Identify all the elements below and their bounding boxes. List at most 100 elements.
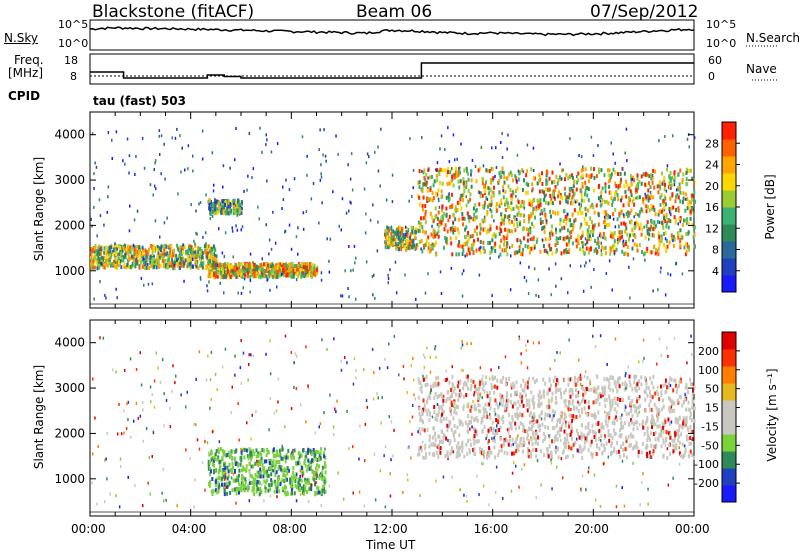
data-cell: [478, 385, 481, 389]
data-cell: [438, 434, 441, 439]
data-cell: [307, 477, 310, 482]
data-cell: [581, 182, 584, 186]
noise-cell: [581, 235, 583, 239]
data-cell: [124, 255, 127, 260]
data-cell: [402, 236, 405, 241]
data-cell: [677, 206, 680, 211]
data-cell: [649, 394, 652, 398]
data-cell: [313, 477, 316, 482]
data-cell: [555, 227, 557, 232]
data-cell: [662, 429, 665, 434]
data-cell: [527, 447, 529, 452]
data-cell: [587, 421, 590, 426]
data-cell: [418, 228, 421, 233]
data-cell: [588, 225, 591, 229]
noise-cell: [372, 203, 374, 207]
data-cell: [586, 228, 589, 233]
noise-cell: [329, 237, 332, 241]
data-cell: [510, 383, 513, 388]
data-cell: [244, 477, 247, 482]
data-cell: [387, 242, 390, 247]
data-cell: [518, 171, 521, 176]
data-cell: [629, 233, 631, 238]
data-cell: [555, 378, 558, 383]
data-cell: [646, 393, 649, 398]
data-cell: [230, 470, 233, 474]
data-cell: [435, 413, 438, 418]
data-cell: [314, 482, 316, 487]
noise-cell: [199, 277, 202, 281]
data-cell: [394, 237, 397, 242]
data-cell: [217, 447, 220, 452]
data-cell: [610, 172, 613, 177]
data-cell: [421, 189, 424, 194]
noise-cell: [347, 287, 349, 290]
noise-cell: [155, 187, 157, 191]
noise-cell: [223, 255, 226, 259]
noise-cell: [111, 138, 113, 142]
data-cell: [629, 189, 632, 194]
data-cell: [522, 204, 525, 209]
data-cell: [691, 207, 694, 212]
data-cell: [604, 217, 607, 222]
data-cell: [575, 244, 578, 249]
data-cell: [422, 195, 425, 200]
data-cell: [572, 184, 575, 189]
data-cell: [652, 227, 655, 232]
data-cell: [582, 248, 585, 253]
data-cell: [270, 478, 273, 483]
data-cell: [445, 206, 448, 211]
data-cell: [469, 234, 472, 239]
noise-cell: [319, 128, 321, 132]
data-cell: [555, 174, 558, 179]
data-cell: [226, 210, 229, 215]
data-cell: [476, 232, 478, 237]
noise-cell: [258, 217, 260, 221]
data-cell: [516, 250, 519, 255]
data-cell: [283, 455, 286, 460]
data-cell: [635, 440, 638, 445]
noise-cell: [100, 262, 102, 266]
data-cell: [292, 272, 295, 277]
data-cell: [581, 244, 584, 249]
data-cell: [512, 385, 515, 390]
data-cell: [613, 407, 616, 412]
data-cell: [639, 222, 642, 227]
data-cell: [578, 435, 581, 440]
data-cell: [225, 274, 228, 279]
data-cell: [221, 474, 224, 479]
data-cell: [424, 220, 427, 225]
noise-cell: [427, 272, 429, 276]
data-cell: [683, 399, 685, 404]
data-cell: [624, 242, 627, 246]
data-cell: [488, 451, 491, 456]
data-cell: [490, 249, 493, 254]
data-cell: [582, 241, 585, 246]
noise-cell: [204, 231, 207, 235]
noise-cell: [681, 272, 684, 276]
data-cell: [628, 379, 631, 384]
data-cell: [228, 462, 231, 467]
noise-cell: [569, 264, 571, 268]
data-cell: [556, 419, 559, 424]
data-cell: [603, 199, 606, 204]
noise-cell: [685, 197, 687, 201]
data-cell: [244, 486, 247, 491]
noise-cell: [96, 234, 98, 238]
data-cell: [180, 248, 183, 253]
data-cell: [230, 449, 233, 454]
data-cell: [436, 168, 439, 173]
noise-cell: [648, 237, 650, 241]
data-cell: [687, 400, 690, 405]
data-cell: [460, 193, 463, 198]
noise-cell: [285, 178, 287, 182]
noise-cell: [328, 259, 330, 263]
data-cell: [577, 432, 579, 436]
data-cell: [132, 254, 135, 259]
noise-cell: [202, 235, 204, 239]
data-cell: [516, 416, 519, 421]
data-cell: [674, 419, 677, 424]
noise-cell: [555, 284, 557, 288]
noise-cell: [427, 176, 429, 180]
data-cell: [506, 204, 509, 209]
